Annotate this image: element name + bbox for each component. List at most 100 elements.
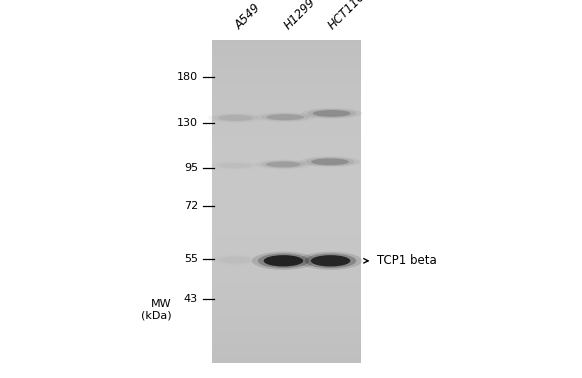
Bar — [212, 214, 361, 217]
Bar — [212, 344, 361, 347]
Bar — [212, 72, 361, 75]
Bar — [212, 133, 361, 136]
Bar — [212, 321, 361, 324]
Bar — [212, 311, 361, 314]
Ellipse shape — [210, 161, 261, 170]
Bar — [212, 266, 361, 269]
Bar — [212, 192, 361, 195]
Bar — [212, 327, 361, 330]
Bar — [212, 130, 361, 133]
Ellipse shape — [210, 255, 261, 265]
Bar — [212, 201, 361, 204]
Bar — [212, 146, 361, 150]
Ellipse shape — [266, 114, 304, 120]
Ellipse shape — [261, 113, 310, 121]
Bar — [212, 195, 361, 198]
Text: HCT116: HCT116 — [325, 0, 368, 32]
Bar — [212, 159, 361, 163]
Bar — [212, 211, 361, 214]
Ellipse shape — [299, 252, 362, 270]
Bar — [212, 46, 361, 50]
Bar — [212, 101, 361, 104]
Ellipse shape — [215, 162, 257, 169]
Bar — [212, 273, 361, 276]
Bar — [212, 150, 361, 153]
Bar — [212, 56, 361, 59]
Ellipse shape — [213, 114, 258, 122]
Bar — [212, 240, 361, 243]
Bar — [212, 340, 361, 344]
Bar — [212, 50, 361, 53]
Bar — [212, 62, 361, 65]
Bar — [212, 79, 361, 82]
Bar — [212, 292, 361, 295]
Bar — [212, 350, 361, 353]
Ellipse shape — [220, 163, 252, 168]
Bar — [212, 279, 361, 282]
Ellipse shape — [266, 161, 301, 167]
Bar — [212, 185, 361, 188]
Bar — [212, 237, 361, 240]
Bar — [212, 75, 361, 79]
Bar — [212, 114, 361, 117]
Ellipse shape — [307, 109, 356, 118]
Bar — [212, 43, 361, 46]
Bar — [212, 282, 361, 285]
Ellipse shape — [311, 255, 350, 266]
Bar — [212, 295, 361, 298]
Bar — [212, 246, 361, 250]
Bar — [212, 347, 361, 350]
Bar — [212, 59, 361, 62]
Bar — [212, 40, 361, 363]
Bar — [212, 153, 361, 156]
Bar — [212, 98, 361, 101]
Bar — [212, 65, 361, 69]
Ellipse shape — [261, 161, 306, 168]
Bar — [212, 314, 361, 318]
Bar — [212, 288, 361, 292]
Bar — [212, 353, 361, 356]
Bar — [212, 40, 361, 43]
Bar — [212, 208, 361, 211]
Bar — [212, 127, 361, 130]
Bar — [212, 91, 361, 94]
Bar — [212, 256, 361, 259]
Bar — [212, 82, 361, 85]
Text: 43: 43 — [184, 294, 198, 304]
Bar — [212, 305, 361, 308]
Text: 95: 95 — [184, 163, 198, 173]
Bar — [212, 308, 361, 311]
Bar — [212, 227, 361, 230]
Ellipse shape — [301, 108, 362, 119]
Bar — [212, 302, 361, 305]
Bar — [212, 69, 361, 72]
Bar — [212, 179, 361, 182]
Bar — [212, 269, 361, 273]
Bar — [212, 234, 361, 237]
Ellipse shape — [218, 115, 253, 121]
Bar — [212, 117, 361, 121]
Bar — [212, 166, 361, 169]
Bar — [212, 172, 361, 175]
Ellipse shape — [305, 253, 356, 268]
Bar — [212, 88, 361, 91]
Bar — [212, 104, 361, 108]
Bar — [212, 111, 361, 114]
Ellipse shape — [258, 253, 309, 268]
Bar — [212, 324, 361, 327]
Bar — [212, 318, 361, 321]
Bar — [212, 263, 361, 266]
Ellipse shape — [306, 157, 354, 166]
Bar — [212, 108, 361, 111]
Bar — [212, 298, 361, 302]
Bar — [212, 259, 361, 263]
Bar — [212, 124, 361, 127]
Bar — [212, 156, 361, 159]
Bar — [212, 250, 361, 253]
Bar — [212, 188, 361, 192]
Text: MW
(kDa): MW (kDa) — [141, 299, 172, 320]
Bar — [212, 230, 361, 234]
Ellipse shape — [220, 257, 252, 263]
Bar — [212, 356, 361, 359]
Ellipse shape — [311, 158, 349, 165]
